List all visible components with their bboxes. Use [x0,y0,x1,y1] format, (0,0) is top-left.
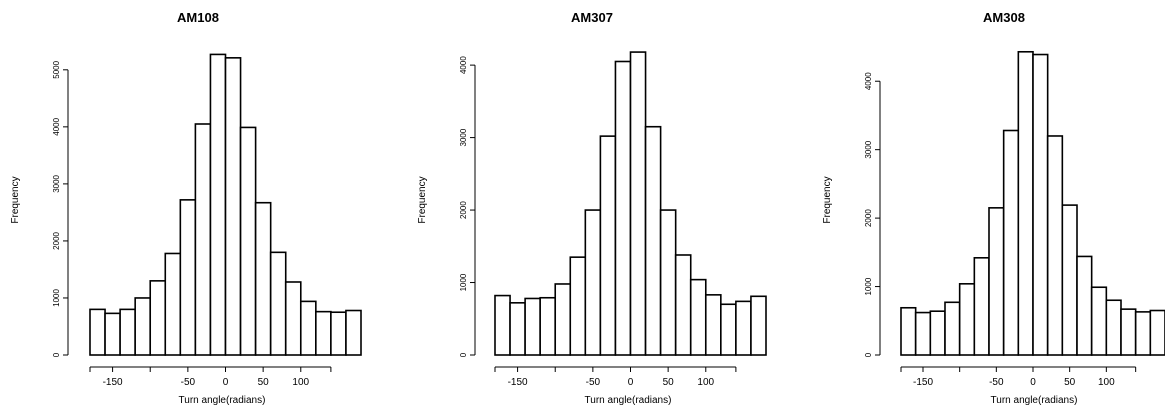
histogram-bar [750,295,767,356]
histogram-bar [494,294,511,356]
histogram-bar [1017,50,1034,356]
histogram-bar [104,312,121,356]
histogram-bar [269,251,287,356]
histogram-bar [554,283,572,356]
y-tick-label: 0 [52,352,61,357]
histogram-bar [239,126,257,356]
histogram-bar [1134,311,1152,356]
x-tick-label: 100 [1098,377,1115,388]
y-tick-label: 4000 [864,72,873,90]
x-tick-label: 100 [697,377,714,388]
histogram-bar [674,254,692,356]
histogram-bar [584,209,602,356]
y-tick-label: 1000 [52,289,61,307]
chart-title: AM108 [177,10,219,25]
histogram-bar [89,308,106,356]
histogram-bar [704,294,722,356]
y-tick-label: 3000 [52,174,61,192]
histogram-bar [284,281,302,356]
histogram-bar [720,303,737,356]
histogram-bar [224,57,242,356]
histogram-bar [539,296,557,356]
histogram-bar [1032,53,1049,356]
x-axis-label: Turn angle(radians) [179,395,266,406]
histogram-bar [689,278,707,356]
histogram-bar [735,300,752,356]
histogram-bar [1149,309,1165,356]
histogram-bar [315,310,332,356]
y-tick-label: 1000 [864,277,873,295]
histogram-bar [509,302,526,356]
histogram-bar [134,297,152,356]
chart-title: AM308 [983,10,1025,25]
histogram-bar [345,309,362,356]
histogram-bar [1090,286,1108,356]
histogram-bar [209,53,227,356]
histogram-bar [973,257,990,356]
x-axis-label: Turn angle(radians) [991,395,1078,406]
y-tick-label: 1000 [459,273,468,291]
x-tick-label: -50 [989,377,1004,388]
histogram-bar [1076,255,1093,356]
histogram-bar [629,51,647,356]
histogram-bar [254,201,272,356]
histogram-bar [900,306,917,356]
y-tick-label: 2000 [864,209,873,227]
histogram-bar [599,135,617,356]
y-tick-label: 2000 [459,201,468,219]
histogram-bar [330,311,347,356]
histogram-bar [1046,135,1064,356]
y-tick-label: 3000 [459,128,468,146]
x-tick-label: 0 [628,377,634,388]
histogram-bar [194,123,212,356]
histogram-bar [659,209,677,356]
histogram-bar [569,256,587,356]
x-tick-label: 50 [258,377,270,388]
histogram-bar [179,199,197,356]
y-tick-label: 0 [459,352,468,357]
x-axis-label: Turn angle(radians) [585,395,672,406]
histogram-bar [929,310,946,356]
x-tick-label: -150 [103,377,123,388]
x-tick-label: -150 [508,377,528,388]
y-tick-label: 4000 [52,117,61,135]
histogram-bar [1002,129,1020,356]
x-tick-label: 0 [1030,377,1036,388]
histogram-bar [914,311,932,356]
histogram-bar [958,283,976,356]
y-axis-label: Frequency [822,176,833,223]
histogram-bar [1061,204,1078,356]
histogram-bar [299,300,317,356]
histogram-bar [1120,308,1137,356]
y-tick-label: 5000 [52,60,61,78]
x-tick-label: -50 [181,377,196,388]
x-tick-label: 50 [663,377,675,388]
y-tick-label: 3000 [864,140,873,158]
y-axis-label: Frequency [417,176,428,223]
x-tick-label: 0 [223,377,229,388]
histogram-bar [1105,299,1122,356]
x-tick-label: 100 [292,377,309,388]
histogram-bar [614,60,632,356]
histogram-bar [988,207,1005,356]
histogram-bar [524,297,541,356]
histogram-bar [944,301,961,356]
histogram-bar [149,280,167,356]
histogram-bar [164,252,182,356]
y-tick-label: 0 [864,352,873,357]
histogram-bar [119,308,136,356]
x-tick-label: -50 [586,377,601,388]
chart-title: AM307 [571,10,613,25]
x-tick-label: -150 [913,377,933,388]
y-tick-label: 2000 [52,231,61,249]
y-axis-label: Frequency [10,176,21,223]
x-tick-label: 50 [1064,377,1076,388]
y-tick-label: 4000 [459,56,468,74]
histogram-bar [644,125,662,356]
